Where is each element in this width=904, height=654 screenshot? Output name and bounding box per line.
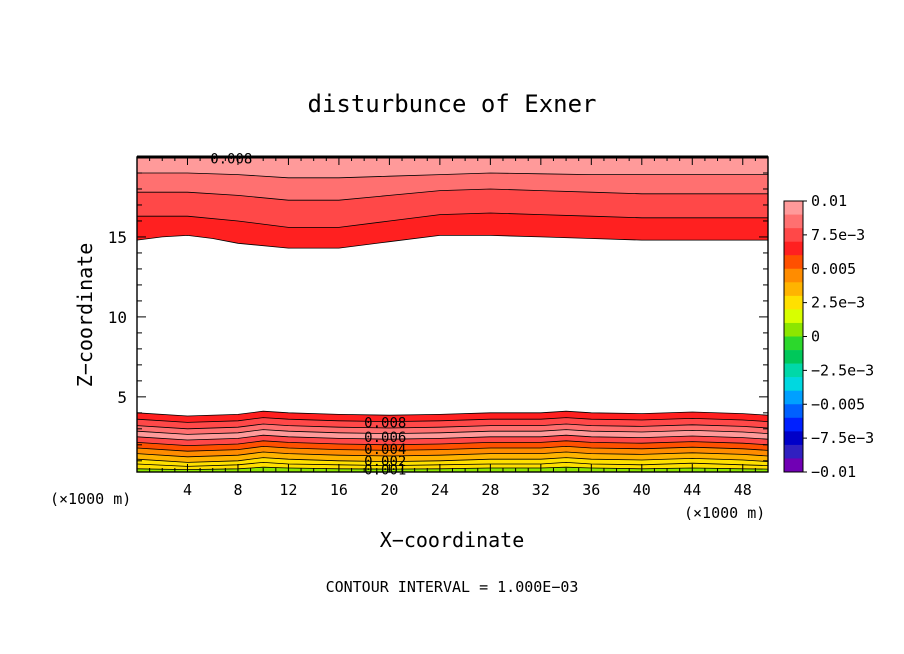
x-tick-label-40: 40 bbox=[633, 481, 651, 499]
x-tick-label-20: 20 bbox=[380, 481, 398, 499]
colorbar-swatch-4 bbox=[784, 255, 803, 270]
colorbar-swatch-10 bbox=[784, 336, 803, 351]
x-unit-right: (×1000 m) bbox=[684, 504, 765, 522]
colorbar-label-7: −7.5e−3 bbox=[811, 429, 874, 447]
colorbar-label-4: 0 bbox=[811, 328, 820, 346]
x-axis-ticks: 4 8 12 16 20 24 28 32 36 40 44 48 bbox=[149, 157, 756, 499]
contour-label-4: 0.002 bbox=[364, 454, 406, 470]
x-tick-label-4: 4 bbox=[183, 481, 192, 499]
colorbar-labels: 0.01 7.5e−3 0.005 2.5e−3 0 −2.5e−3 −0.005 −7.5e… bbox=[803, 192, 874, 481]
lower-contour-9 bbox=[136, 461, 769, 467]
upper-contour-2 bbox=[137, 188, 768, 201]
lower-contour-3 bbox=[136, 429, 769, 435]
colorbar bbox=[783, 200, 804, 473]
x-axis-label: X−coordinate bbox=[380, 528, 525, 552]
x-tick-label-12: 12 bbox=[279, 481, 297, 499]
plot-bands bbox=[137, 157, 768, 472]
colorbar-swatch-15 bbox=[784, 404, 803, 419]
colorbar-swatch-1 bbox=[784, 214, 803, 229]
y-tick-label-5: 5 bbox=[117, 388, 127, 407]
lower-contour-4 bbox=[136, 434, 769, 441]
y-axis-ticks: 5 10 15 bbox=[108, 156, 768, 462]
x-unit-left: (×1000 m) bbox=[50, 490, 131, 508]
contour-label-3: 0.004 bbox=[364, 442, 406, 458]
colorbar-swatch-12 bbox=[784, 363, 803, 378]
colorbar-swatch-18 bbox=[784, 444, 803, 459]
colorbar-swatch-6 bbox=[784, 282, 803, 297]
x-tick-label-16: 16 bbox=[330, 481, 348, 499]
contour-label-0: 0.008 bbox=[210, 152, 252, 168]
x-tick-label-24: 24 bbox=[431, 481, 449, 499]
colorbar-swatch-11 bbox=[784, 350, 803, 364]
x-tick-label-8: 8 bbox=[233, 481, 242, 499]
colorbar-label-2: 0.005 bbox=[811, 260, 856, 278]
lower-contour-2 bbox=[136, 423, 769, 430]
lower-contour-6 bbox=[136, 445, 769, 452]
x-tick-label-44: 44 bbox=[683, 481, 701, 499]
upper-contour-1 bbox=[137, 212, 768, 228]
upper-contour-0 bbox=[136, 234, 768, 249]
colorbar-swatch-3 bbox=[784, 241, 803, 256]
colorbar-swatch-13 bbox=[784, 377, 803, 391]
chart-title: disturbunce of Exner bbox=[308, 90, 597, 118]
x-tick-label-48: 48 bbox=[734, 481, 752, 499]
colorbar-label-6: −0.005 bbox=[811, 395, 865, 413]
lower-contour-0 bbox=[136, 410, 769, 417]
lower-contour-8 bbox=[136, 457, 769, 463]
colorbar-swatch-7 bbox=[784, 295, 803, 310]
lower-contour-7 bbox=[136, 451, 769, 458]
colorbar-label-3: 2.5e−3 bbox=[811, 294, 865, 312]
contour-label-1: 0.008 bbox=[364, 415, 406, 431]
upper-band-3 bbox=[137, 157, 768, 178]
colorbar-swatch-17 bbox=[784, 431, 803, 446]
contour-label-2: 0.006 bbox=[364, 430, 406, 446]
lower-contour-1 bbox=[136, 417, 769, 423]
x-tick-label-28: 28 bbox=[481, 481, 499, 499]
contour-label-5: 0.001 bbox=[364, 463, 406, 479]
colorbar-label-0: 0.01 bbox=[811, 192, 847, 210]
colorbar-swatch-0 bbox=[784, 201, 803, 215]
plot-contours bbox=[136, 172, 769, 471]
colorbar-swatch-9 bbox=[784, 322, 803, 337]
colorbar-label-1: 7.5e−3 bbox=[811, 226, 865, 244]
colorbar-swatch-2 bbox=[784, 228, 803, 242]
colorbar-swatch-8 bbox=[784, 309, 803, 324]
upper-contour-3 bbox=[137, 172, 768, 179]
colorbar-label-5: −2.5e−3 bbox=[811, 361, 874, 379]
colorbar-label-8: −0.01 bbox=[811, 463, 856, 481]
y-tick-label-10: 10 bbox=[108, 308, 127, 327]
colorbar-swatch-19 bbox=[784, 458, 803, 473]
lower-contour-5 bbox=[136, 440, 769, 447]
y-tick-label-15: 15 bbox=[108, 228, 127, 247]
y-axis-label: Z−coordinate bbox=[73, 243, 97, 388]
colorbar-swatch-14 bbox=[784, 390, 803, 405]
colorbar-swatch-16 bbox=[784, 417, 803, 432]
x-tick-label-32: 32 bbox=[532, 481, 550, 499]
colorbar-swatch-5 bbox=[784, 268, 803, 283]
x-tick-label-36: 36 bbox=[582, 481, 600, 499]
contour-interval-note: CONTOUR INTERVAL = 1.000E−03 bbox=[326, 578, 579, 596]
